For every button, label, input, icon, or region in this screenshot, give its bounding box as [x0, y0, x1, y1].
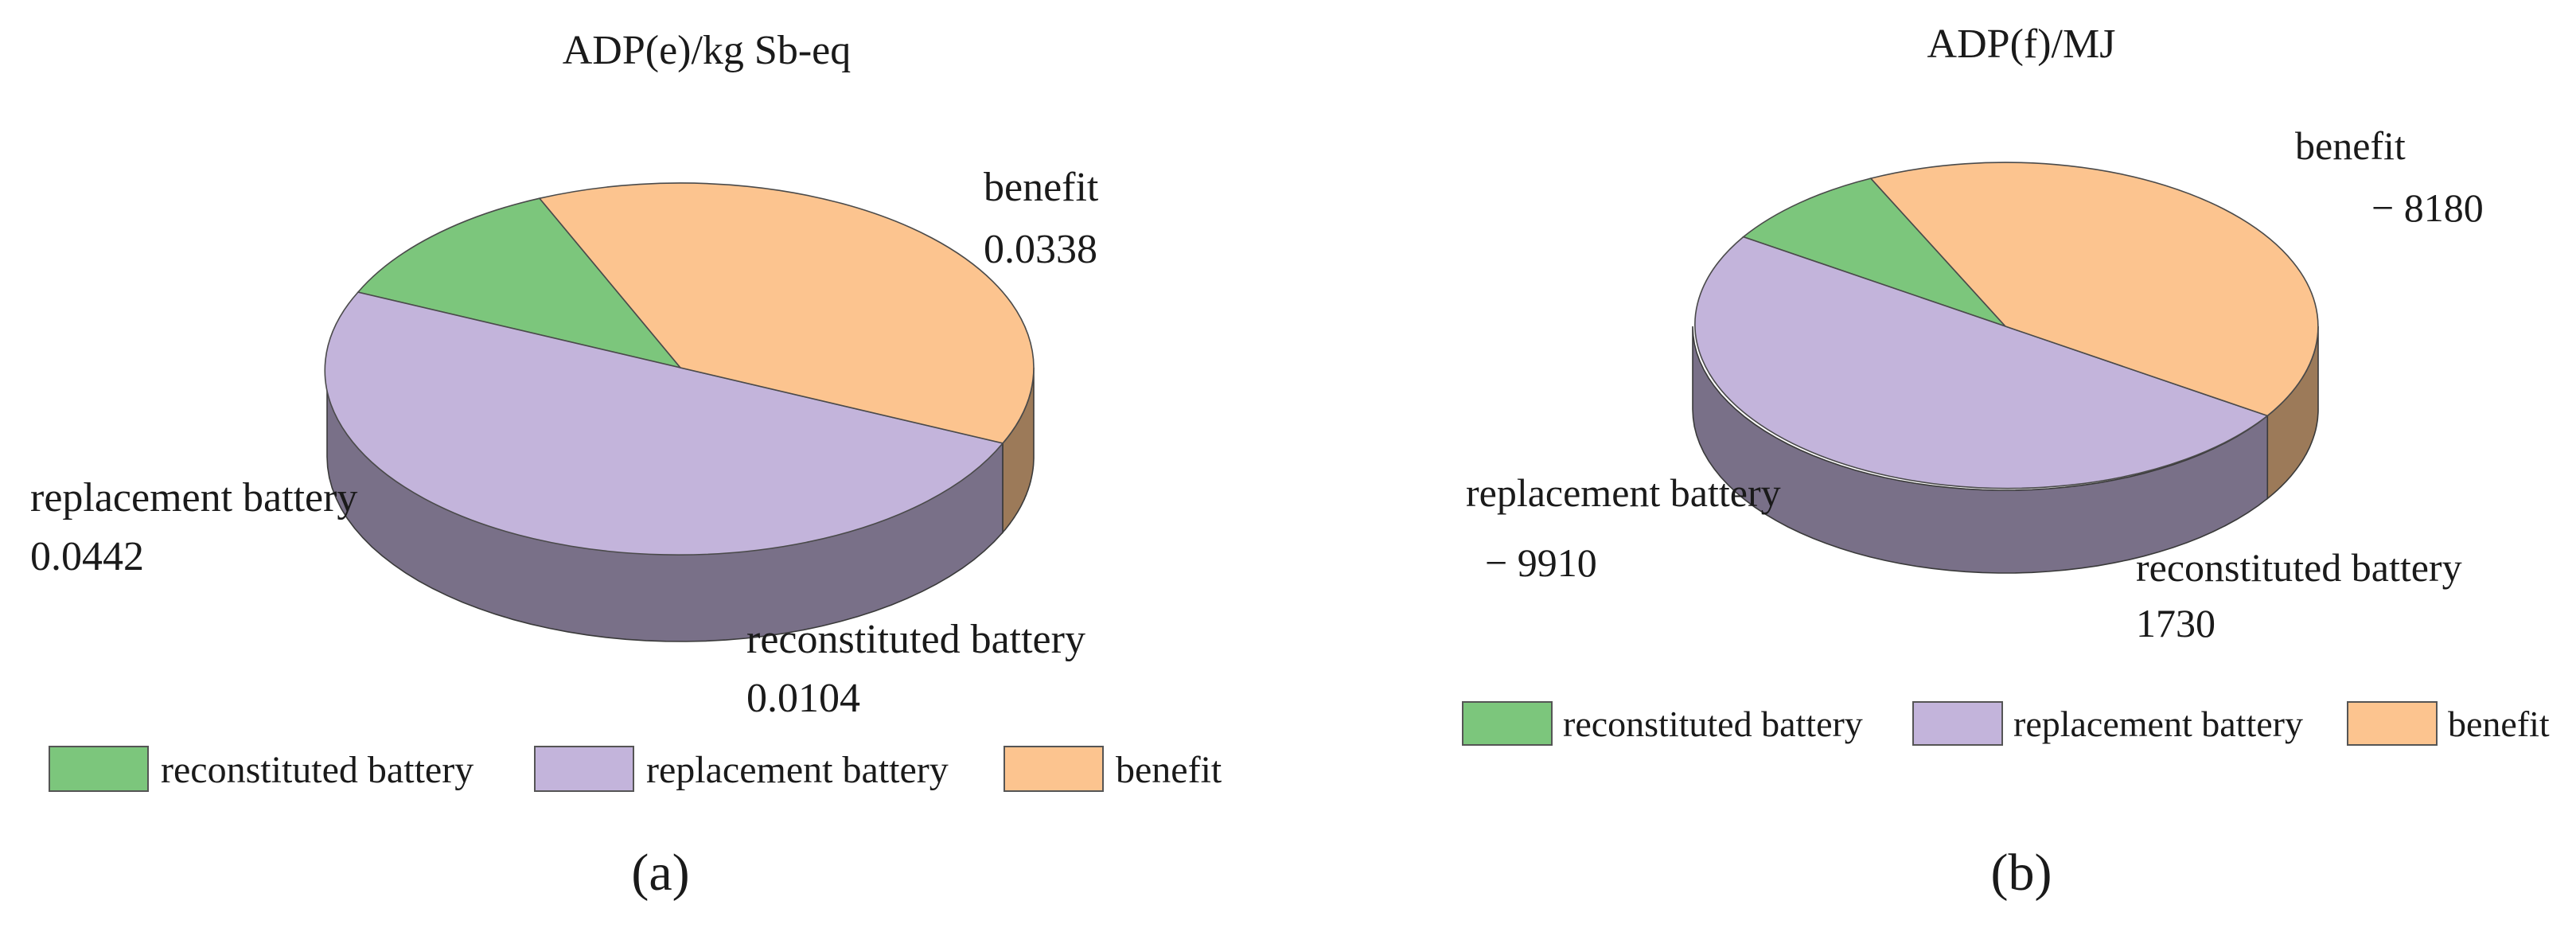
legend-a: reconstituted battery replacement batter…	[49, 746, 1222, 792]
slice-name-label-replacement-battery: replacement battery	[30, 475, 357, 521]
legend-label: benefit	[2448, 704, 2550, 744]
chart-title: ADP(f)/MJ	[1927, 21, 2116, 67]
slice-value-label-replacement-battery: 0.0442	[30, 534, 144, 579]
slice-callouts-b: benefit − 8180 replacement battery − 991…	[1466, 123, 2484, 645]
slice-callouts-a: benefit 0.0338 replacement battery 0.044…	[30, 165, 1099, 721]
legend-label: replacement battery	[2013, 704, 2303, 744]
legend-item-benefit: benefit	[2347, 701, 2550, 746]
slice-value-label-replacement-battery: − 9910	[1485, 540, 1597, 585]
pie-a	[324, 182, 1035, 642]
chart-b: ADP(f)/MJ benefit − 8180 replacement bat…	[1462, 21, 2550, 902]
legend-swatch	[1912, 701, 2003, 746]
slice-name-label-reconstituted-battery: reconstituted battery	[746, 617, 1085, 662]
slice-value-label-benefit: 0.0338	[984, 227, 1097, 272]
legend-swatch	[1004, 746, 1104, 792]
legend-swatch	[1462, 701, 1553, 746]
pie-top	[1694, 162, 2319, 489]
legend-label: replacement battery	[646, 749, 949, 791]
slice-name-label-reconstituted-battery: reconstituted battery	[2136, 545, 2462, 590]
pie-slice-replacement-battery	[1694, 236, 2269, 489]
panel-label-b: (b)	[1991, 844, 2052, 902]
slice-name-label-benefit: benefit	[2295, 123, 2406, 168]
slice-value-label-reconstituted-battery: 0.0104	[746, 676, 860, 721]
legend-swatch	[49, 746, 149, 792]
panel-label-a: (a)	[631, 844, 689, 902]
legend-item-replacement-battery: replacement battery	[1912, 701, 2303, 746]
legend-b: reconstituted battery replacement batter…	[1462, 701, 2550, 746]
pie-slice-reconstituted-battery	[357, 197, 683, 369]
chart-a: ADP(e)/kg Sb-eq benefit 0.0338 replaceme…	[30, 28, 1222, 902]
legend-label: reconstituted battery	[161, 749, 474, 791]
pie-slice-replacement-battery	[324, 291, 1004, 556]
legend-item-replacement-battery: replacement battery	[534, 746, 949, 792]
slice-name-label-replacement-battery: replacement battery	[1466, 470, 1781, 515]
legend-swatch	[534, 746, 634, 792]
legend-item-reconstituted-battery: reconstituted battery	[1462, 701, 1863, 746]
pie-b	[1692, 162, 2319, 574]
slice-value-label-benefit: − 8180	[2371, 185, 2484, 230]
legend-swatch	[2347, 701, 2438, 746]
pie-top	[324, 182, 1035, 556]
legend-label: benefit	[1116, 749, 1222, 791]
pie-slice-reconstituted-battery	[1742, 177, 2006, 327]
pie-slice-benefit	[1869, 162, 2319, 417]
slice-value-label-reconstituted-battery: 1730	[2136, 601, 2216, 645]
legend-item-benefit: benefit	[1004, 746, 1222, 792]
legend-label: reconstituted battery	[1563, 704, 1863, 744]
slice-name-label-benefit: benefit	[984, 165, 1099, 210]
legend-item-reconstituted-battery: reconstituted battery	[49, 746, 474, 792]
chart-title: ADP(e)/kg Sb-eq	[563, 28, 852, 73]
pie-slice-benefit	[538, 182, 1035, 444]
